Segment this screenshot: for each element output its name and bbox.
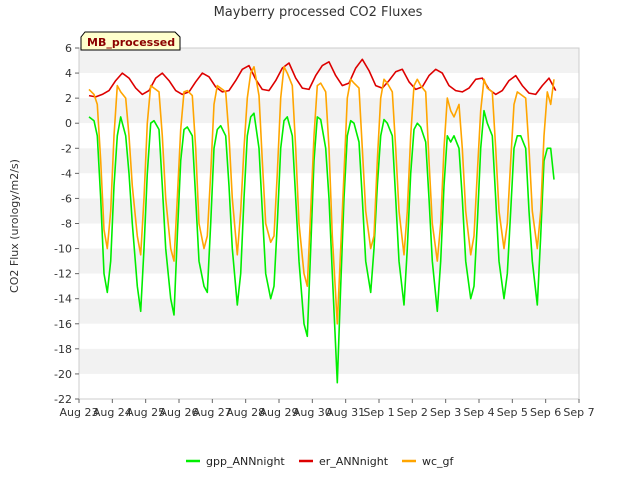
x-tick-label: Aug 29 — [260, 406, 299, 419]
y-tick-label: 6 — [65, 42, 72, 55]
y-tick-label: -12 — [54, 268, 72, 281]
x-tick-label: Aug 27 — [193, 406, 232, 419]
series-layer — [88, 58, 557, 384]
x-tick-label: Sep 5 — [497, 406, 528, 419]
y-tick-label: -20 — [54, 368, 72, 381]
x-tick-label: Aug 28 — [226, 406, 265, 419]
y-tick-label: -14 — [54, 293, 72, 306]
y-tick-label: 0 — [65, 117, 72, 130]
x-tick-label: Aug 23 — [60, 406, 99, 419]
mb-processed-badge: MB_processed — [80, 31, 181, 51]
y-axis-title: CO2 Flux (urology/m2/s) — [8, 159, 21, 293]
y-tick-label: -10 — [54, 243, 72, 256]
y-tick-label: -8 — [61, 218, 72, 231]
y-tick-label: -16 — [54, 318, 72, 331]
x-tick-label: Sep 6 — [530, 406, 561, 419]
y-tick-label: -2 — [61, 142, 72, 155]
x-tick-label: Sep 7 — [563, 406, 594, 419]
y-tick-label: -18 — [54, 343, 72, 356]
x-tick-label: Sep 2 — [397, 406, 428, 419]
grid-band — [79, 48, 579, 74]
y-tick-label: 4 — [65, 67, 72, 80]
series-line-er_ANNnight — [88, 58, 557, 98]
y-tick-label: -6 — [61, 192, 72, 205]
x-tick-label: Sep 4 — [463, 406, 494, 419]
badge-shape — [80, 31, 181, 51]
series-line-wc_gf — [88, 66, 555, 325]
grid-band — [79, 298, 579, 324]
grid-band — [79, 273, 579, 299]
series-line-gpp_ANNnight — [88, 109, 555, 384]
x-tick-label: Aug 25 — [126, 406, 165, 419]
x-tick-label: Aug 30 — [293, 406, 332, 419]
legend: gpp_ANNnight er_ANNnight wc_gf — [186, 455, 455, 468]
grid-band — [79, 98, 579, 124]
y-tick-label: -4 — [61, 167, 72, 180]
grid-band — [79, 248, 579, 274]
y-tick-label: -22 — [54, 393, 72, 406]
grid-band — [79, 348, 579, 374]
x-tick-label: Aug 24 — [93, 406, 132, 419]
grid-band — [79, 373, 579, 399]
y-tick-label: 2 — [65, 92, 72, 105]
badge-label: MB_processed — [87, 36, 175, 49]
grid-band — [79, 323, 579, 349]
x-tick-label: Sep 3 — [430, 406, 461, 419]
grid-band — [79, 73, 579, 99]
legend-label: gpp_ANNnight — [206, 455, 285, 468]
y-axis: 6 4 2 0 -2 -4 -6 -8 -10 -12 -14 -16 -18 -20 -22 — [54, 42, 79, 406]
grid-band — [79, 223, 579, 249]
x-tick-label: Aug 26 — [160, 406, 199, 419]
legend-label: er_ANNnight — [319, 455, 389, 468]
grid-bands — [79, 48, 579, 399]
x-tick-label: Aug 31 — [326, 406, 365, 419]
x-tick-label: Sep 1 — [363, 406, 394, 419]
legend-label: wc_gf — [422, 455, 455, 468]
chart-title: Mayberry processed CO2 Fluxes — [214, 5, 423, 20]
